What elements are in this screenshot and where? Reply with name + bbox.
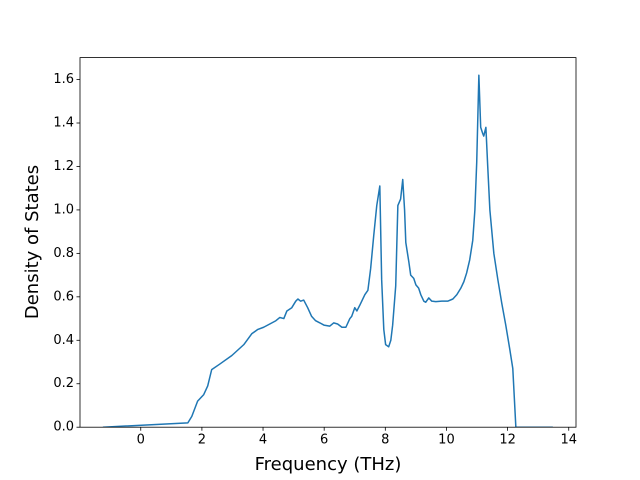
- x-tick-label: 6: [320, 433, 328, 448]
- x-axis-label: Frequency (THz): [255, 454, 402, 475]
- axes-frame: [79, 57, 577, 428]
- y-axis-label: Density of States: [22, 165, 43, 319]
- y-tick-label: 0.2: [53, 376, 74, 391]
- x-tick-label: 14: [560, 433, 577, 448]
- x-tick-label: 10: [438, 433, 455, 448]
- x-tick-label: 4: [259, 433, 267, 448]
- y-tick-label: 0.0: [53, 420, 74, 435]
- y-tick-label: 1.6: [53, 72, 74, 87]
- y-tick-label: 0.6: [53, 289, 74, 304]
- data-line: [102, 74, 553, 428]
- y-tick-label: 1.2: [53, 159, 74, 174]
- x-tick-label: 8: [381, 433, 389, 448]
- y-tick-label: 0.4: [53, 333, 74, 348]
- x-tick-label: 0: [137, 433, 145, 448]
- y-tick-label: 1.4: [53, 116, 74, 131]
- x-tick-label: 12: [499, 433, 516, 448]
- y-tick-label: 1.0: [53, 202, 74, 217]
- y-tick-label: 0.8: [53, 246, 74, 261]
- x-tick-label: 2: [198, 433, 206, 448]
